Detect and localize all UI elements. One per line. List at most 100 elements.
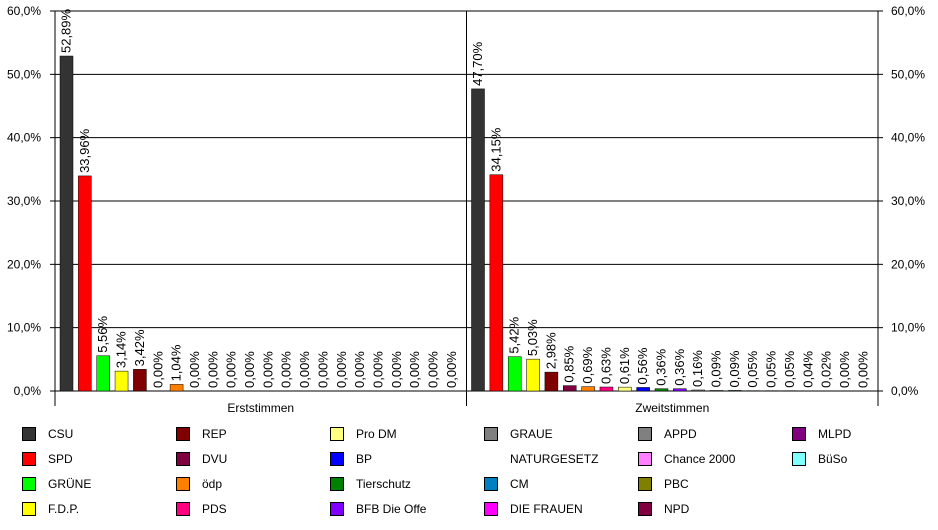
legend-swatch <box>484 502 498 516</box>
legend-swatch <box>176 502 190 516</box>
legend-label: Tierschutz <box>356 477 411 491</box>
legend-swatch <box>638 427 652 441</box>
bar-data-label: 0,00% <box>315 351 330 388</box>
y-tick-label-right: 10,0% <box>891 321 925 335</box>
legend-swatch <box>330 427 344 441</box>
bar-rep <box>544 371 559 392</box>
bar-data-label: 3,42% <box>132 329 147 366</box>
bar-gr-ne <box>507 356 522 392</box>
y-tick-label-right: 0,0% <box>891 384 919 398</box>
legend-label: DVU <box>202 452 228 466</box>
legend-label: Chance 2000 <box>664 452 736 466</box>
legend-label: CM <box>510 477 529 491</box>
bar-data-label: 2,98% <box>543 332 558 369</box>
bar-data-label: 0,00% <box>187 351 202 388</box>
legend-swatch <box>638 477 652 491</box>
bar-data-label: 0,09% <box>727 350 742 387</box>
bar--dp <box>581 386 595 392</box>
bar-data-label: 33,96% <box>77 128 92 173</box>
bar-bp <box>636 387 650 392</box>
y-tick-label-right: 20,0% <box>891 257 925 271</box>
bar-data-label: 0,00% <box>150 351 165 388</box>
legend-swatch <box>330 477 344 491</box>
legend-swatch <box>176 427 190 441</box>
legend-swatch <box>176 477 190 491</box>
legend-swatch <box>176 452 190 466</box>
legend-swatch <box>22 452 36 466</box>
bar-data-label: 0,00% <box>205 351 220 388</box>
y-tick-label-left: 0,0% <box>14 384 42 398</box>
y-tick-label-left: 10,0% <box>7 321 41 335</box>
legend-label: BP <box>356 452 373 466</box>
legend-swatch <box>792 452 806 466</box>
y-tick-label-right: 50,0% <box>891 67 925 81</box>
bar-data-label: 0,16% <box>690 350 705 387</box>
bar-data-label: 0,09% <box>709 350 724 387</box>
y-tick-label-right: 30,0% <box>891 194 925 208</box>
legend-label: PBC <box>664 477 689 491</box>
bar-graue <box>691 389 705 392</box>
legend-swatch <box>330 502 344 516</box>
bar-data-label: 0,00% <box>260 351 275 388</box>
legend-label: F.D.P. <box>48 502 80 516</box>
bar-data-label: 0,00% <box>242 351 257 388</box>
legend-swatch <box>330 452 344 466</box>
bar-data-label: 0,00% <box>426 351 441 388</box>
bar-data-label: 0,85% <box>562 345 577 382</box>
legend-label: BüSo <box>818 452 848 466</box>
bar-data-label: 0,56% <box>635 347 650 384</box>
bar-data-label: 0,00% <box>837 351 852 388</box>
legend-label: ödp <box>202 477 223 491</box>
legend-swatch <box>792 427 806 441</box>
bar-data-label: 0,00% <box>444 351 459 388</box>
legend-label: NATURGESETZ <box>510 452 599 466</box>
bar-data-label: 0,00% <box>370 351 385 388</box>
legend-swatch <box>484 477 498 491</box>
bar-data-label: 0,63% <box>598 347 613 384</box>
bar-data-label: 0,36% <box>654 348 669 385</box>
legend-label: REP <box>202 427 227 441</box>
legend-label: APPD <box>664 427 697 441</box>
y-tick-label-left: 60,0% <box>7 4 41 18</box>
bar-data-label: 0,02% <box>819 351 834 388</box>
legend-label: Pro DM <box>356 427 397 441</box>
y-tick-label-left: 20,0% <box>7 257 41 271</box>
bar-naturgesetz <box>709 390 724 392</box>
x-category-label: Erststimmen <box>227 401 294 415</box>
y-tick-label-left: 30,0% <box>7 194 41 208</box>
legend-label: DIE FRAUEN <box>510 502 583 516</box>
bar-data-label: 0,00% <box>297 351 312 388</box>
bar-data-label: 5,42% <box>507 316 522 353</box>
bar-data-label: 0,36% <box>672 348 687 385</box>
bar-data-label: 0,61% <box>617 347 632 384</box>
x-category-label: Zweitstimmen <box>635 401 709 415</box>
bar-data-label: 0,00% <box>334 351 349 388</box>
bar-data-label: 0,05% <box>782 350 797 387</box>
bar-gr-ne <box>96 355 110 392</box>
bar-dvu <box>563 385 577 392</box>
bar--dp <box>169 384 184 392</box>
bar-data-label: 5,03% <box>525 319 540 356</box>
legend-swatch <box>484 427 498 441</box>
bar-f-d-p- <box>114 370 129 392</box>
bar-data-label: 0,04% <box>800 350 815 387</box>
bar-data-label: 0,00% <box>352 351 367 388</box>
bar-bfb-die-offe <box>673 388 687 392</box>
y-tick-label-left: 50,0% <box>7 67 41 81</box>
bar-data-label: 47,70% <box>470 41 485 86</box>
bar-spd <box>78 175 92 392</box>
legend-swatch <box>638 452 652 466</box>
legend-swatch <box>22 427 36 441</box>
y-tick-label-left: 40,0% <box>7 131 41 145</box>
bar-csu <box>59 55 74 392</box>
bar-data-label: 0,05% <box>764 350 779 387</box>
bar-data-label: 0,00% <box>407 351 422 388</box>
bar-data-label: 52,89% <box>59 8 74 53</box>
legend-label: GRAUE <box>510 427 553 441</box>
bar-data-label: 0,00% <box>224 351 239 388</box>
bar-data-label: 0,00% <box>389 351 404 388</box>
bar-cm <box>728 390 742 392</box>
bar-pds <box>599 386 614 392</box>
legend-label: CSU <box>48 427 74 441</box>
